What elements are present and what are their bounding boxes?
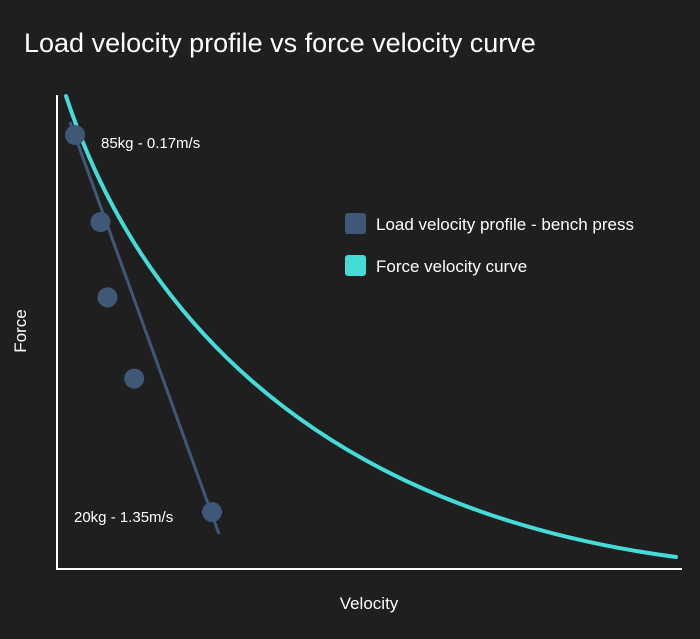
load-velocity-point-4 <box>124 368 145 389</box>
load-velocity-fit-line <box>68 121 221 535</box>
legend-swatch-force-velocity <box>345 255 366 276</box>
load-velocity-point-1 <box>65 125 85 145</box>
annotation-top: 85kg - 0.17m/s <box>101 135 200 152</box>
y-axis-label: Force <box>11 309 30 352</box>
legend: Load velocity profile - bench press Forc… <box>345 213 634 276</box>
load-velocity-point-5 <box>202 502 222 522</box>
force-velocity-curve <box>64 94 678 559</box>
load-velocity-point-2 <box>90 212 111 232</box>
legend-label-force-velocity: Force velocity curve <box>376 257 527 276</box>
x-axis-label: Velocity <box>340 594 399 613</box>
legend-label-load-velocity: Load velocity profile - bench press <box>376 215 634 234</box>
load-velocity-point-3 <box>97 287 118 308</box>
annotation-bottom: 20kg - 1.35m/s <box>74 509 173 526</box>
chart-title: Load velocity profile vs force velocity … <box>24 28 536 58</box>
legend-swatch-load-velocity <box>345 213 366 234</box>
plot-area <box>64 94 678 559</box>
